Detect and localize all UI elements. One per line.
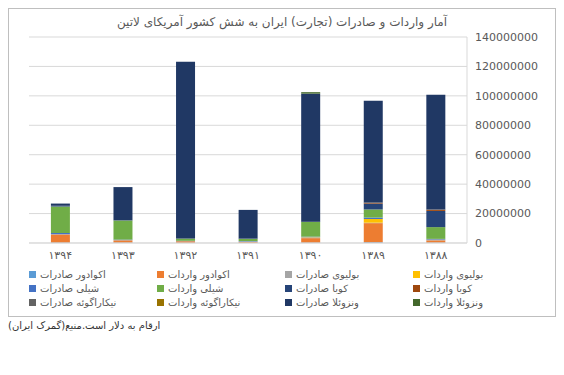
html-text:بولیوی واردات: بولیوی واردات [424,269,484,280]
html-text:ونزوئلا صادرات: ونزوئلا صادرات [296,297,359,308]
svg-text:۱۳۸۹: ۱۳۸۹ [361,249,385,262]
svg-text:۱۳۹۰: ۱۳۹۰ [299,249,323,262]
html-text:اکوادور صادرات: اکوادور صادرات [40,269,106,280]
svg-text:40000000: 40000000 [475,178,531,191]
html-text:شیلی صادرات: شیلی صادرات [40,283,100,294]
svg-text:140000000: 140000000 [475,31,538,44]
html-text:نیکاراگوئه واردات: نیکاراگوئه واردات [168,297,241,308]
svg-text:۱۳۹۲: ۱۳۹۲ [174,249,198,262]
svg-text:۱۳۹۴: ۱۳۹۴ [48,249,72,262]
svg-text:0: 0 [475,237,482,250]
svg-text:80000000: 80000000 [475,119,531,132]
svg-text:۱۳۸۸: ۱۳۸۸ [424,249,448,262]
html-text:بولیوی صادرات: بولیوی صادرات [296,269,360,280]
html-text:ارقام به دلار است.منبع(گمرک ای: ارقام به دلار است.منبع(گمرک ایران) [8,320,161,331]
svg-text:20000000: 20000000 [475,207,531,220]
svg-text:۱۳۹۳: ۱۳۹۳ [111,249,135,262]
svg-text:120000000: 120000000 [475,60,538,73]
svg-text:60000000: 60000000 [475,149,531,162]
html-text:نیکاراگوئه صادرات: نیکاراگوئه صادرات [40,297,117,308]
svg-text:۱۳۹۱: ۱۳۹۱ [236,249,260,262]
html-text:آمار واردات و صادرات (تجارت) ا: آمار واردات و صادرات (تجارت) ایران به شش… [116,15,448,29]
html-text:ونزوئلا واردات: ونزوئلا واردات [424,297,483,308]
html-text:کوبا واردات: کوبا واردات [424,283,472,294]
html-text:اکوادور واردات: اکوادور واردات [168,269,230,280]
html-text:کوبا صادرات: کوبا صادرات [296,283,348,294]
html-text:شیلی واردات: شیلی واردات [168,283,224,294]
svg-text:100000000: 100000000 [475,90,538,103]
